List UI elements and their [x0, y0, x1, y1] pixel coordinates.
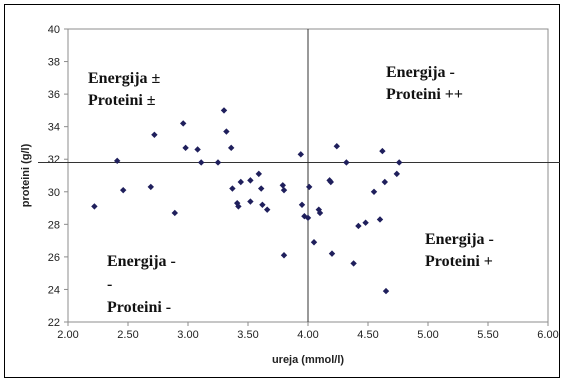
x-tick-label: 2.50 — [117, 329, 138, 341]
y-tick-label: 38 — [48, 57, 60, 69]
data-point — [396, 159, 403, 166]
y-tick-label: 30 — [48, 187, 60, 199]
data-point — [151, 131, 158, 139]
annotation-line: Energija - — [425, 231, 494, 248]
data-point — [362, 219, 369, 226]
data-point — [171, 209, 178, 217]
annotation-line: Energija - — [386, 64, 455, 81]
data-point — [214, 159, 222, 166]
data-point — [350, 260, 357, 267]
data-point — [279, 182, 286, 189]
annotation-line: Proteini - — [107, 299, 171, 316]
data-point — [180, 120, 187, 127]
data-point — [220, 107, 228, 114]
data-point — [91, 203, 98, 210]
data-point — [198, 159, 205, 166]
data-point — [120, 186, 127, 194]
data-point — [247, 198, 254, 205]
annotation-line: Proteini ++ — [386, 86, 463, 103]
x-tick-label: 5.50 — [477, 329, 498, 341]
y-tick-label: 34 — [48, 122, 60, 134]
data-point — [298, 201, 306, 208]
data-point — [235, 203, 242, 210]
data-point — [304, 214, 312, 222]
y-tick-label: 22 — [48, 317, 60, 329]
annotation-line: - — [107, 276, 112, 293]
data-point — [194, 146, 201, 153]
data-point — [343, 159, 350, 166]
data-point — [223, 128, 230, 135]
data-points — [91, 107, 403, 295]
x-tick-labels: 2.00 2.50 3.00 3.50 4.00 4.50 5.00 5.50 6.00 — [57, 322, 559, 341]
annotation-bottom-left: Energija - - Proteini - — [107, 253, 176, 316]
data-point — [328, 250, 336, 257]
y-tick-label: 24 — [48, 284, 60, 296]
x-tick-label: 3.00 — [177, 329, 198, 341]
data-point — [333, 143, 340, 150]
annotation-top-right: Energija - Proteini ++ — [386, 64, 463, 103]
data-point — [376, 216, 384, 223]
data-point — [229, 185, 236, 192]
x-tick-label: 3.50 — [237, 329, 258, 341]
x-axis-title: ureja (mmol/l) — [272, 354, 344, 366]
data-point — [316, 209, 324, 217]
data-point — [382, 287, 390, 295]
x-tick-label: 2.00 — [57, 329, 78, 341]
x-tick-label: 4.00 — [297, 329, 318, 341]
x-tick-label: 4.50 — [357, 329, 378, 341]
data-point — [310, 239, 318, 246]
data-point — [247, 177, 254, 184]
y-tick-label: 36 — [48, 89, 60, 101]
data-point — [306, 183, 313, 191]
y-tick-label: 40 — [48, 24, 60, 36]
y-tick-labels: 22 24 26 28 30 32 34 36 38 40 — [48, 24, 68, 329]
y-tick-label: 28 — [48, 219, 60, 231]
x-tick-label: 5.00 — [417, 329, 438, 341]
x-tick-label: 6.00 — [537, 329, 558, 341]
annotation-line: Energija - — [107, 253, 176, 270]
data-point — [258, 185, 265, 192]
data-point — [228, 144, 235, 152]
y-tick-label: 26 — [48, 252, 60, 264]
data-point — [264, 206, 271, 213]
data-point — [381, 178, 388, 186]
annotation-bottom-right: Energija - Proteini + — [425, 231, 494, 270]
data-point — [379, 147, 386, 155]
annotation-top-left: Energija ± Proteini ± — [88, 70, 161, 109]
annotation-line: Energija ± — [88, 70, 161, 87]
reference-lines — [38, 29, 560, 322]
data-point — [370, 188, 378, 195]
data-point — [237, 178, 244, 186]
data-point — [182, 144, 189, 152]
annotation-line: Proteini + — [425, 253, 493, 270]
y-tick-label: 32 — [48, 154, 60, 166]
data-point — [280, 186, 288, 194]
data-point — [393, 170, 400, 178]
annotation-line: Proteini ± — [88, 92, 156, 109]
data-point — [255, 170, 262, 178]
data-point — [259, 201, 266, 208]
data-point — [114, 157, 121, 165]
data-point — [147, 183, 154, 191]
data-point — [327, 178, 334, 186]
data-point — [297, 151, 304, 158]
quadrant-annotations: Energija ± Proteini ± Energija - Proteini +… — [88, 64, 494, 316]
data-point — [280, 252, 288, 259]
y-axis-title: proteini (g/l) — [20, 143, 32, 207]
data-point — [355, 222, 362, 230]
